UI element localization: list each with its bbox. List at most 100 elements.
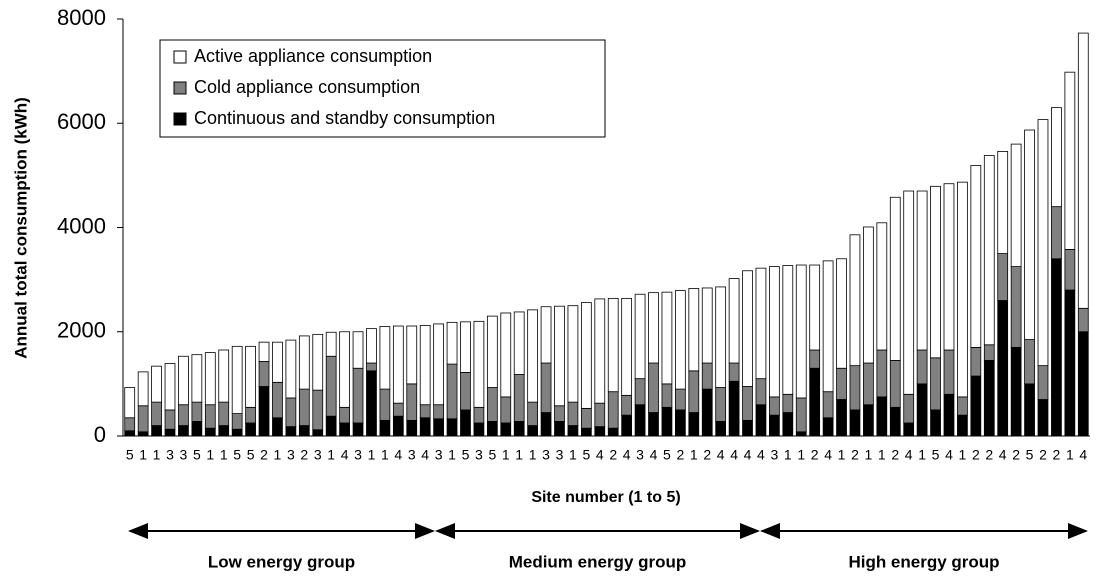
- bar-segment: [863, 362, 874, 406]
- bar-segment: [688, 288, 700, 372]
- x-tick-label: 3: [556, 447, 564, 463]
- x-tick-label: 4: [999, 447, 1007, 463]
- x-tick-label: 4: [341, 447, 349, 463]
- legend-box: [159, 39, 606, 138]
- bar-segment: [446, 418, 458, 437]
- bar-segment: [621, 414, 633, 437]
- y-tick-label: 4000: [57, 213, 106, 238]
- bar-segment: [567, 305, 579, 403]
- x-tick-label: 2: [676, 447, 684, 463]
- bar-segment: [674, 290, 686, 390]
- bar-segment: [500, 422, 512, 437]
- bar-segment: [661, 383, 673, 408]
- bar-segment: [970, 165, 982, 348]
- bar-segment: [258, 361, 270, 387]
- bar-segment: [580, 427, 592, 437]
- bar-segment: [634, 293, 646, 380]
- bar-segment: [486, 387, 498, 422]
- x-tick-label: 2: [972, 447, 980, 463]
- bar-segment: [231, 345, 243, 414]
- bar-segment: [903, 422, 915, 437]
- bar-segment: [137, 405, 149, 433]
- x-tick-label: 2: [703, 447, 711, 463]
- x-tick-label: 3: [180, 447, 188, 463]
- bar-segment: [446, 363, 458, 420]
- bar-segment: [715, 421, 727, 437]
- x-tick-label: 4: [717, 447, 725, 463]
- legend-label: Active appliance consumption: [194, 46, 432, 66]
- bar-segment: [849, 365, 861, 411]
- bar-segment: [943, 183, 955, 351]
- bar-segment: [742, 419, 753, 437]
- bar-segment: [352, 367, 364, 424]
- bar-segment: [272, 417, 283, 437]
- bar-segment: [769, 266, 780, 398]
- x-tick-label: 5: [233, 447, 241, 463]
- bar-segment: [715, 286, 727, 388]
- bar-segment: [661, 291, 673, 385]
- x-tick-label: 3: [770, 447, 778, 463]
- bar-segment: [1064, 289, 1076, 437]
- bar-segment: [1037, 119, 1049, 367]
- group-label: Medium energy group: [509, 552, 687, 571]
- bar-segment: [1051, 206, 1062, 260]
- bar-segment: [1037, 365, 1049, 400]
- bar-segment: [795, 397, 807, 433]
- bar-segment: [728, 380, 740, 437]
- x-axis-label: Site number (1 to 5): [531, 489, 680, 506]
- bar-segment: [285, 426, 297, 437]
- bar-segment: [580, 302, 592, 409]
- x-tick-label: 5: [932, 447, 940, 463]
- bar-segment: [298, 335, 310, 390]
- bar-segment: [258, 386, 270, 437]
- bar-segment: [943, 349, 955, 395]
- x-tick-label: 5: [247, 447, 255, 463]
- bar-segment: [997, 150, 1009, 254]
- x-tick-label: 3: [314, 447, 322, 463]
- bar-segment: [701, 287, 713, 364]
- bar-segment: [876, 222, 888, 351]
- x-tick-label: 1: [368, 447, 376, 463]
- bar-segment: [916, 349, 928, 385]
- bar-segment: [983, 360, 995, 437]
- x-tick-label: 5: [582, 447, 590, 463]
- bar-segment: [486, 315, 498, 388]
- bar-segment: [540, 412, 552, 437]
- bar-segment: [889, 406, 901, 437]
- x-tick-label: 1: [529, 447, 537, 463]
- x-tick-label: 1: [864, 447, 872, 463]
- bar-segment: [419, 325, 431, 406]
- bar-segment: [1010, 266, 1022, 348]
- bar-segment: [634, 404, 646, 437]
- bar-segment: [795, 431, 807, 437]
- legend-swatch: [173, 81, 187, 95]
- bar-segment: [648, 292, 659, 364]
- x-tick-label: 2: [609, 447, 617, 463]
- bar-segment: [728, 362, 740, 382]
- legend-swatch: [173, 50, 187, 64]
- bar-segment: [124, 430, 136, 437]
- x-tick-label: 5: [663, 447, 671, 463]
- bar-segment: [554, 305, 565, 407]
- bar-segment: [218, 401, 230, 426]
- bar-segment: [607, 427, 619, 437]
- bar-segment: [889, 360, 901, 408]
- x-tick-label: 5: [462, 447, 470, 463]
- bar-segment: [594, 402, 606, 428]
- x-tick-label: 4: [421, 447, 429, 463]
- bar-segment: [137, 431, 149, 437]
- bar-segment: [1077, 32, 1089, 309]
- bar-segment: [272, 341, 283, 383]
- x-tick-label: 1: [838, 447, 846, 463]
- bar-segment: [822, 260, 834, 393]
- bar-segment: [151, 401, 162, 426]
- bar-segment: [325, 355, 337, 417]
- bar-segment: [446, 321, 458, 365]
- bar-segment: [1024, 129, 1035, 340]
- bar-segment: [836, 258, 847, 369]
- x-tick-label: 2: [1012, 447, 1020, 463]
- x-tick-label: 2: [811, 447, 819, 463]
- bar-segment: [889, 196, 901, 361]
- bar-segment: [527, 309, 539, 403]
